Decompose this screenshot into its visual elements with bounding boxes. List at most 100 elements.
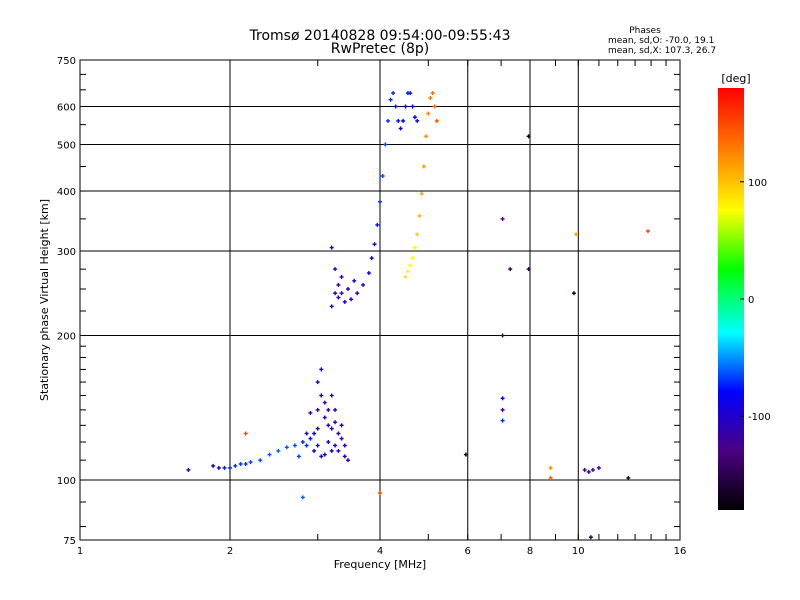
- data-point: [340, 437, 344, 441]
- data-point: [333, 291, 337, 295]
- x-tick-label: 10: [572, 546, 585, 557]
- data-point: [316, 427, 320, 431]
- data-point: [626, 476, 630, 480]
- data-point: [223, 466, 227, 470]
- data-point: [587, 470, 591, 474]
- data-point: [383, 143, 387, 147]
- data-point: [426, 112, 430, 116]
- y-tick-label: 750: [57, 56, 76, 67]
- data-point: [316, 380, 320, 384]
- data-point: [352, 279, 356, 283]
- data-point: [305, 444, 309, 448]
- data-point: [340, 291, 344, 295]
- data-point: [355, 291, 359, 295]
- data-point: [413, 246, 417, 250]
- data-point: [401, 119, 405, 123]
- data-point: [233, 464, 237, 468]
- data-point: [597, 466, 601, 470]
- data-point: [408, 91, 412, 95]
- data-point: [367, 271, 371, 275]
- data-point: [349, 297, 353, 301]
- data-point: [549, 476, 553, 480]
- data-point: [418, 214, 422, 218]
- data-point: [411, 256, 415, 260]
- data-point: [343, 300, 347, 304]
- data-point: [323, 453, 327, 457]
- data-point: [343, 454, 347, 458]
- data-point: [340, 275, 344, 279]
- data-point: [319, 454, 323, 458]
- data-point: [336, 449, 340, 453]
- grid-lines: [80, 60, 680, 540]
- data-point: [330, 304, 334, 308]
- data-point: [239, 462, 243, 466]
- data-point: [316, 408, 320, 412]
- data-point: [361, 283, 365, 287]
- data-point: [411, 105, 415, 109]
- data-point: [301, 440, 305, 444]
- data-point: [396, 119, 400, 123]
- data-point: [572, 291, 576, 295]
- colorbar-ticks: 100 0 -100: [740, 178, 771, 423]
- data-point: [326, 440, 330, 444]
- data-point: [330, 449, 334, 453]
- y-tick-label: 300: [57, 247, 76, 258]
- data-point: [583, 468, 587, 472]
- data-point: [228, 466, 232, 470]
- data-point: [258, 458, 262, 462]
- data-point: [340, 423, 344, 427]
- data-point: [326, 408, 330, 412]
- data-point: [408, 263, 412, 267]
- data-point: [217, 466, 221, 470]
- data-point: [373, 242, 377, 246]
- colorbar-tick-label: 100: [748, 178, 767, 189]
- data-point: [428, 96, 432, 100]
- data-point: [386, 119, 390, 123]
- data-point: [413, 115, 417, 119]
- data-point: [316, 444, 320, 448]
- data-point: [336, 296, 340, 300]
- data-point: [346, 458, 350, 462]
- data-point: [381, 174, 385, 178]
- y-tick-label: 500: [57, 141, 76, 152]
- data-point: [501, 408, 505, 412]
- data-point: [508, 267, 512, 271]
- x-tick-label: 2: [227, 546, 233, 557]
- data-point: [424, 134, 428, 138]
- data-point: [646, 229, 650, 233]
- data-point: [244, 432, 248, 436]
- ionogram-chart: Tromsø 20140828 09:54:00-09:55:43 RwPret…: [0, 0, 800, 600]
- x-tick-label: 8: [527, 546, 533, 557]
- data-point: [285, 445, 289, 449]
- data-point: [319, 394, 323, 398]
- data-point: [333, 408, 337, 412]
- data-point: [404, 105, 408, 109]
- data-point: [293, 444, 297, 448]
- data-point: [394, 105, 398, 109]
- data-point: [343, 444, 347, 448]
- data-point: [420, 192, 424, 196]
- data-point: [305, 432, 309, 436]
- data-point: [501, 419, 505, 423]
- data-point: [249, 460, 253, 464]
- data-point: [330, 394, 334, 398]
- data-point: [378, 491, 382, 495]
- phase-mean-x: mean, sd,X: 107.3, 26.7: [608, 46, 716, 56]
- data-point: [276, 449, 280, 453]
- data-point: [433, 105, 437, 109]
- phase-heading: Phases: [629, 26, 661, 36]
- chart-subtitle: RwPretec (8p): [331, 41, 429, 57]
- data-point: [389, 98, 393, 102]
- data-point: [330, 246, 334, 250]
- data-point: [312, 449, 316, 453]
- data-point: [501, 396, 505, 400]
- y-tick-label: 400: [57, 187, 76, 198]
- data-point: [435, 119, 439, 123]
- data-point: [312, 432, 316, 436]
- data-point: [589, 535, 593, 539]
- data-point: [211, 464, 215, 468]
- data-point: [378, 200, 382, 204]
- data-point: [336, 432, 340, 436]
- data-point: [431, 91, 435, 95]
- data-point: [333, 444, 337, 448]
